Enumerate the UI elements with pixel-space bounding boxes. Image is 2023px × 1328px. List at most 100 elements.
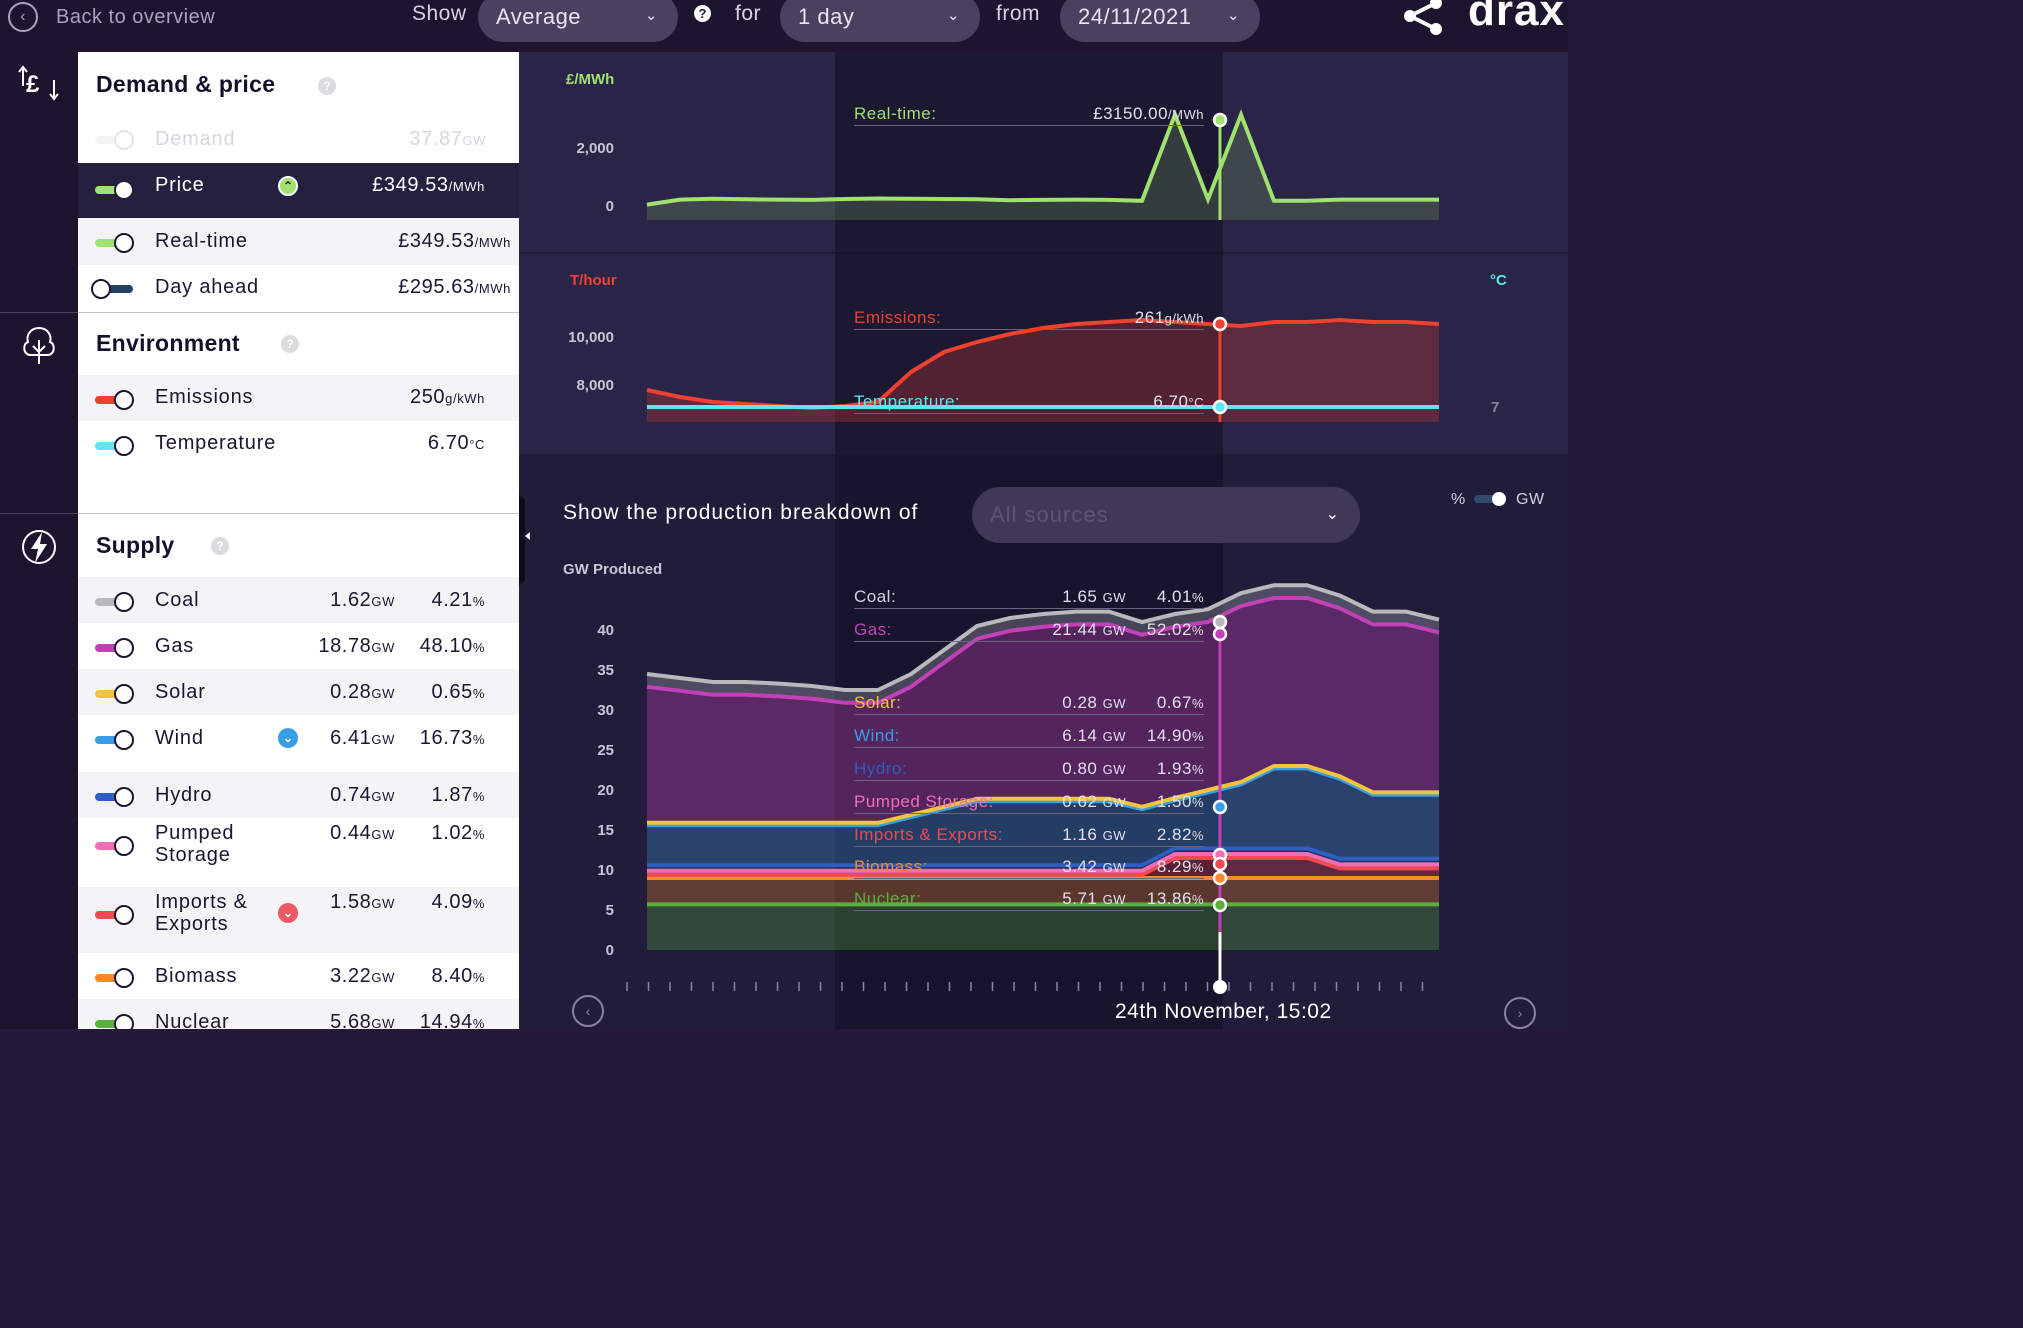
row-label: Gas bbox=[155, 635, 195, 657]
help-icon[interactable]: ? bbox=[211, 537, 229, 555]
charts-canvas[interactable] bbox=[519, 52, 1568, 1029]
date-select[interactable]: 24/11/2021 ⌄ bbox=[1060, 0, 1260, 42]
cursor-dot bbox=[1212, 614, 1228, 630]
row-imports[interactable]: Imports & Exports 1.58GW 4.09% ⌄ bbox=[78, 887, 519, 953]
production-tick: 30 bbox=[597, 702, 614, 719]
show-label: Show bbox=[412, 2, 467, 25]
tooltip-coal-gw: 1.65 GW bbox=[1062, 587, 1126, 606]
gas-toggle[interactable] bbox=[95, 637, 134, 659]
unit-toggle[interactable] bbox=[1474, 491, 1508, 507]
cursor-dot bbox=[1212, 316, 1228, 332]
tooltip-imports-pct: 2.82% bbox=[1156, 825, 1204, 844]
coal-area bbox=[647, 585, 1439, 703]
production-tick: 15 bbox=[597, 822, 614, 839]
hydro-toggle[interactable] bbox=[95, 786, 134, 808]
emissions-toggle[interactable] bbox=[95, 389, 134, 411]
timeline-prev-button[interactable]: ‹ bbox=[572, 995, 604, 1027]
nuclear-toggle[interactable] bbox=[95, 1013, 134, 1029]
share-icon[interactable] bbox=[1402, 0, 1444, 36]
tooltip-underline bbox=[854, 125, 1204, 126]
tooltip-nuclear-pct: 13.86% bbox=[1146, 889, 1204, 908]
pumped-toggle[interactable] bbox=[95, 835, 134, 857]
row-value: 6.70°C bbox=[427, 432, 485, 454]
demand-toggle[interactable] bbox=[95, 129, 134, 151]
cursor-dot bbox=[1212, 897, 1228, 913]
row-coal[interactable]: Coal 1.62GW 4.21% bbox=[78, 577, 519, 623]
imports-toggle[interactable] bbox=[95, 904, 134, 926]
coal-series-line bbox=[646, 583, 1440, 692]
tooltip-underline bbox=[854, 878, 1204, 879]
drax-logo[interactable]: drax bbox=[1468, 0, 1565, 35]
period-select[interactable]: 1 day ⌄ bbox=[780, 0, 980, 42]
back-to-overview-button[interactable]: ‹ Back to overview bbox=[8, 2, 215, 32]
row-pct-value: 1.02% bbox=[431, 822, 485, 844]
tree-icon[interactable] bbox=[18, 324, 60, 366]
row-label: Real-time bbox=[155, 230, 248, 252]
timeline-handle bbox=[1213, 980, 1227, 994]
chevron-down-icon: ⌄ bbox=[644, 7, 658, 24]
row-pct-value: 16.73% bbox=[419, 727, 485, 749]
chevron-down-icon: ⌄ bbox=[946, 7, 960, 24]
tooltip-biomass-gw: 3.42 GW bbox=[1062, 857, 1126, 876]
row-emissions[interactable]: Emissions 250g/kWh bbox=[78, 375, 519, 421]
biomass-toggle[interactable] bbox=[95, 967, 134, 989]
price-toggle[interactable] bbox=[95, 179, 134, 201]
row-wind[interactable]: Wind 6.41GW 16.73% ⌄ bbox=[78, 715, 519, 772]
tooltip-underline bbox=[854, 780, 1204, 781]
row-label: Coal bbox=[155, 589, 200, 611]
lightning-icon[interactable] bbox=[18, 526, 60, 568]
row-pumped[interactable]: Pumped Storage 0.44GW 1.02% bbox=[78, 818, 519, 887]
currency-arrows-icon[interactable]: £ bbox=[18, 62, 60, 104]
chevron-up-icon: ⌃ bbox=[278, 176, 298, 196]
production-tick: 0 bbox=[605, 942, 614, 959]
cursor-dot bbox=[1212, 399, 1228, 415]
timeline-next-button[interactable]: › bbox=[1504, 997, 1536, 1029]
mode-select[interactable]: Average ⌄ bbox=[478, 0, 678, 42]
tooltip-hydro-label: Hydro: bbox=[854, 759, 908, 778]
rail-divider bbox=[0, 312, 78, 313]
svg-text:£: £ bbox=[26, 71, 40, 98]
cursor-dot bbox=[1212, 799, 1228, 815]
row-biomass[interactable]: Biomass 3.22GW 8.40% bbox=[78, 953, 519, 999]
tooltip-wind-label: Wind: bbox=[854, 726, 900, 745]
row-real-time[interactable]: Real-time £349.53/MWh bbox=[78, 218, 519, 265]
tooltip-underline bbox=[854, 608, 1204, 609]
tooltip-underline bbox=[854, 747, 1204, 748]
tooltip-wind-pct: 14.90% bbox=[1146, 726, 1204, 745]
env-unit-right: °C bbox=[1490, 272, 1507, 289]
for-label: for bbox=[735, 2, 762, 25]
day-ahead-toggle[interactable] bbox=[91, 278, 133, 300]
help-icon[interactable]: ? bbox=[694, 5, 711, 22]
realtime-tooltip-value: £3150.00/MWh bbox=[1093, 104, 1204, 123]
temperature-toggle[interactable] bbox=[95, 435, 134, 457]
row-value: 250g/kWh bbox=[409, 386, 485, 408]
section-title-supply: Supply bbox=[96, 532, 175, 558]
row-day-ahead[interactable]: Day ahead £295.63/MWh bbox=[78, 265, 519, 312]
percent-label: % bbox=[1451, 491, 1466, 508]
row-label: Hydro bbox=[155, 784, 213, 806]
row-demand[interactable]: Demand 37.87GW bbox=[78, 116, 519, 162]
help-icon[interactable]: ? bbox=[318, 77, 336, 95]
chart-area: £/MWh 2,000 0 Real-time: £3150.00/MWh T/… bbox=[519, 52, 1568, 1029]
help-icon[interactable]: ? bbox=[281, 335, 299, 353]
row-price[interactable]: Price ⌃ £349.53/MWh bbox=[78, 163, 519, 218]
tooltip-coal-label: Coal: bbox=[854, 587, 897, 606]
row-temperature[interactable]: Temperature 6.70°C bbox=[78, 421, 519, 467]
row-solar[interactable]: Solar 0.28GW 0.65% bbox=[78, 669, 519, 715]
coal-toggle[interactable] bbox=[95, 591, 134, 613]
tooltip-underline bbox=[854, 813, 1204, 814]
wind-toggle[interactable] bbox=[95, 729, 134, 751]
breakdown-select[interactable]: All sources ⌄ bbox=[972, 487, 1360, 543]
row-gas[interactable]: Gas 18.78GW 48.10% bbox=[78, 623, 519, 669]
row-hydro[interactable]: Hydro 0.74GW 1.87% bbox=[78, 772, 519, 818]
emissions-tooltip-value: 261g/kWh bbox=[1134, 308, 1204, 327]
row-label: Temperature bbox=[155, 432, 277, 454]
cursor-dot bbox=[1212, 856, 1228, 872]
row-gw-value: 6.41GW bbox=[330, 727, 395, 749]
row-nuclear[interactable]: Nuclear 5.68GW 14.94% bbox=[78, 999, 519, 1029]
solar-toggle[interactable] bbox=[95, 683, 134, 705]
row-label: Wind bbox=[155, 727, 204, 749]
row-pct-value: 14.94% bbox=[419, 1011, 485, 1029]
row-pct-value: 0.65% bbox=[431, 681, 485, 703]
real-time-toggle[interactable] bbox=[95, 232, 134, 254]
